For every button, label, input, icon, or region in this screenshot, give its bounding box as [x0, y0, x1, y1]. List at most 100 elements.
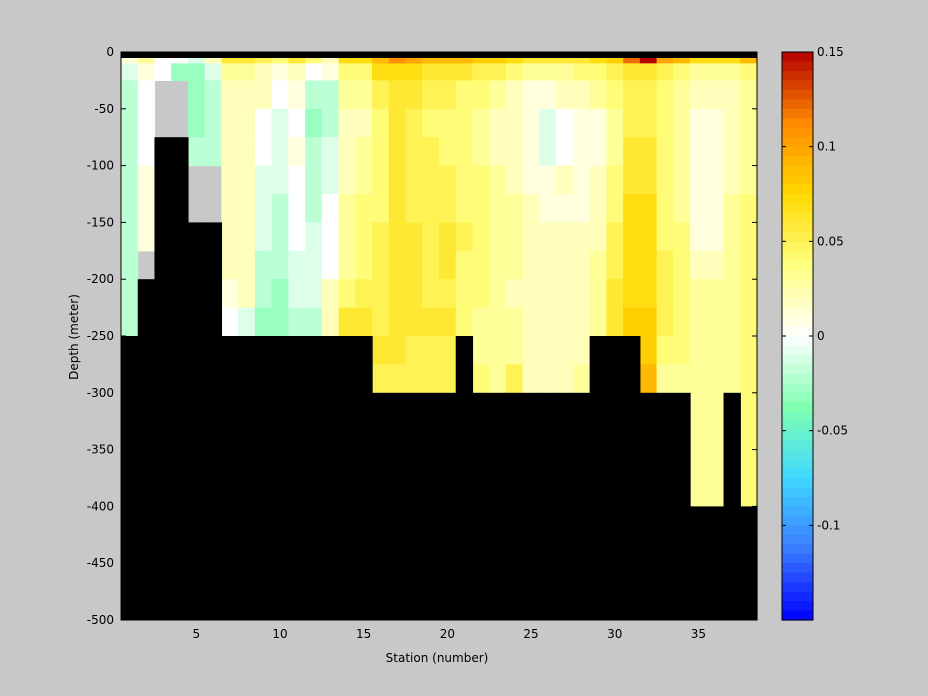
heatmap-cell	[439, 194, 457, 223]
heatmap-cell	[355, 108, 373, 138]
y-tick-label: -500	[87, 613, 114, 627]
heatmap-cell	[656, 108, 674, 138]
heatmap-cell	[372, 108, 390, 138]
colorbar-swatch	[782, 231, 813, 242]
heatmap-cell	[288, 194, 306, 223]
heatmap-cell	[539, 80, 557, 110]
heatmap-cell	[505, 108, 524, 138]
colorbar-swatch	[782, 506, 813, 517]
seafloor-mask	[121, 137, 758, 620]
heatmap-cell	[271, 307, 289, 337]
heatmap-cell	[505, 307, 524, 337]
colorbar-swatch	[782, 411, 813, 422]
heatmap-cell	[572, 137, 591, 167]
heatmap-cell	[221, 222, 239, 252]
heatmap-cell	[372, 194, 390, 223]
heatmap-cell	[372, 165, 390, 195]
heatmap-cell	[305, 279, 323, 309]
heatmap-cell	[288, 137, 306, 167]
colorbar	[782, 52, 813, 621]
heatmap-cell	[439, 222, 457, 252]
heatmap-cell	[706, 449, 725, 479]
heatmap-cell	[137, 137, 156, 167]
x-tick-label: 10	[272, 627, 287, 641]
colorbar-swatch	[782, 430, 813, 441]
heatmap-cell	[706, 63, 725, 81]
heatmap-cell	[439, 307, 457, 337]
heatmap-cell	[472, 222, 490, 252]
heatmap-cell	[388, 80, 407, 110]
heatmap-cell	[740, 194, 758, 223]
heatmap-cell	[522, 336, 541, 365]
heatmap-cell	[204, 137, 223, 167]
heatmap-cell	[455, 137, 474, 167]
colorbar-swatch	[782, 317, 813, 328]
heatmap-cell	[121, 137, 139, 167]
colorbar-swatch	[782, 610, 813, 621]
heatmap-cell	[137, 194, 156, 223]
heatmap-cell	[656, 307, 674, 337]
colorbar-swatch	[782, 137, 813, 148]
heatmap-cell	[472, 336, 490, 365]
x-tick-label: 20	[440, 627, 455, 641]
heatmap-cell	[539, 364, 557, 394]
heatmap-cell	[455, 279, 474, 309]
heatmap-cell	[690, 364, 708, 394]
heatmap-cell	[439, 250, 457, 280]
heatmap-cell	[238, 194, 256, 223]
heatmap-cell	[623, 307, 641, 337]
y-tick-label: 0	[106, 45, 114, 59]
heatmap-cell	[539, 222, 557, 252]
heatmap-cell	[121, 80, 139, 110]
heatmap-cell	[372, 307, 390, 337]
heatmap-cell	[572, 194, 591, 223]
seafloor-column	[639, 392, 658, 620]
heatmap-cell	[623, 194, 641, 223]
heatmap-cell	[522, 364, 541, 394]
seafloor-column	[405, 392, 423, 620]
heatmap-cell	[606, 194, 624, 223]
colorbar-swatch	[782, 118, 813, 129]
heatmap-cell	[388, 194, 407, 223]
heatmap-cell	[271, 165, 289, 195]
heatmap-cell	[639, 222, 658, 252]
heatmap-cell	[656, 137, 674, 167]
x-tick-label: 5	[192, 627, 200, 641]
heatmap-cell	[321, 108, 340, 138]
seafloor-column	[271, 336, 289, 620]
colorbar-swatch	[782, 165, 813, 176]
heatmap-cell	[706, 250, 725, 280]
heatmap-cell	[556, 250, 574, 280]
heatmap-cell	[388, 222, 407, 252]
heatmap-cell	[271, 108, 289, 138]
heatmap-cell	[723, 279, 741, 309]
seafloor-column	[338, 336, 356, 620]
heatmap-cell	[388, 137, 407, 167]
colorbar-swatch	[782, 421, 813, 432]
heatmap-cell	[439, 63, 457, 81]
heatmap-cell	[505, 137, 524, 167]
heatmap-cell	[706, 336, 725, 365]
heatmap-cell	[690, 108, 708, 138]
heatmap-cell	[288, 108, 306, 138]
heatmap-cell	[288, 250, 306, 280]
colorbar-swatch	[782, 146, 813, 157]
heatmap-cell	[422, 108, 440, 138]
heatmap-cell	[338, 279, 356, 309]
heatmap-cell	[539, 165, 557, 195]
heatmap-cell	[489, 336, 507, 365]
heatmap-cell	[522, 222, 541, 252]
heatmap-cell	[271, 63, 289, 81]
heatmap-cell	[706, 80, 725, 110]
heatmap-cell	[740, 108, 758, 138]
heatmap-cell	[656, 250, 674, 280]
heatmap-cell	[539, 307, 557, 337]
colorbar-swatch	[782, 279, 813, 290]
heatmap-cell	[539, 336, 557, 365]
seafloor-column	[505, 392, 524, 620]
heatmap-cell	[589, 279, 607, 309]
seafloor-column	[221, 336, 239, 620]
seafloor-column	[472, 392, 490, 620]
heatmap-cell	[740, 307, 758, 337]
colorbar-swatch	[782, 52, 813, 63]
